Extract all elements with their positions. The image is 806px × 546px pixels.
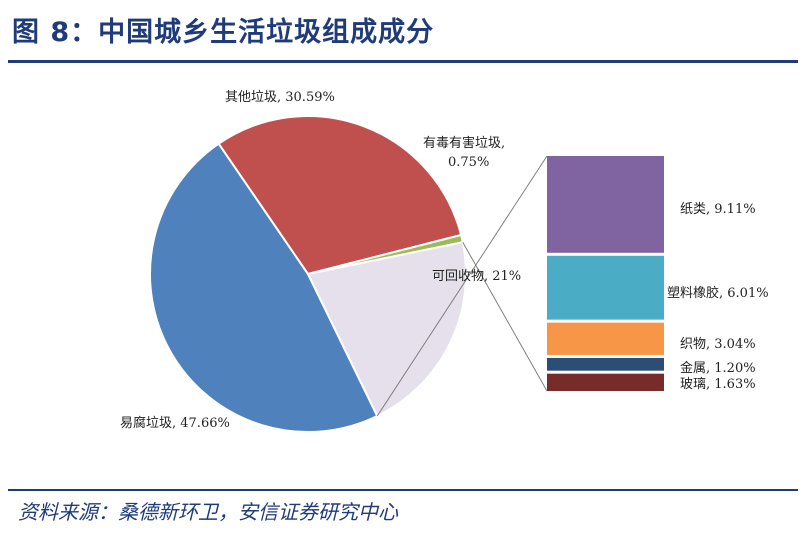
slice-label-hazardous-value: 0.75% [448, 155, 489, 170]
slice-label-perishable: 易腐垃圾, 47.66% [120, 416, 230, 431]
connector-lines [376, 155, 548, 417]
bar-label-metal: 金属, 1.20% [680, 360, 756, 376]
bar-label-glass: 玻璃, 1.63% [680, 377, 756, 392]
bar-label-textile: 织物, 3.04% [680, 337, 756, 352]
bar-label-paper: 纸类, 9.11% [680, 202, 756, 217]
source-note: 资料来源：桑德新环卫，安信证券研究中心 [18, 500, 398, 524]
slice-recyclable [306, 241, 467, 418]
bar-label-plastic-rubber: 塑料橡胶, 6.01% [667, 285, 769, 301]
connector-bottom [462, 241, 548, 392]
connector-top [376, 155, 548, 417]
bar-segment-metal [547, 357, 664, 371]
bar-segment-paper [547, 156, 664, 253]
pie [149, 115, 467, 433]
slice-perishable [149, 142, 379, 433]
breakdown-bar [547, 156, 664, 391]
title-divider [8, 60, 798, 63]
slice-label-hazardous: 有毒有害垃圾, [423, 135, 505, 151]
slice-label-other-waste: 其他垃圾, 30.59% [225, 90, 335, 105]
bar-segment-plastic-rubber [547, 255, 664, 320]
source-divider [8, 489, 798, 491]
slice-label-recyclable: 可回收物, 21% [432, 269, 521, 284]
figure-title: 图 8：中国城乡生活垃圾组成成分 [12, 17, 435, 48]
slice-other-waste [217, 115, 463, 276]
bar-segment-textile [547, 322, 664, 355]
bar-segment-glass [547, 373, 664, 391]
